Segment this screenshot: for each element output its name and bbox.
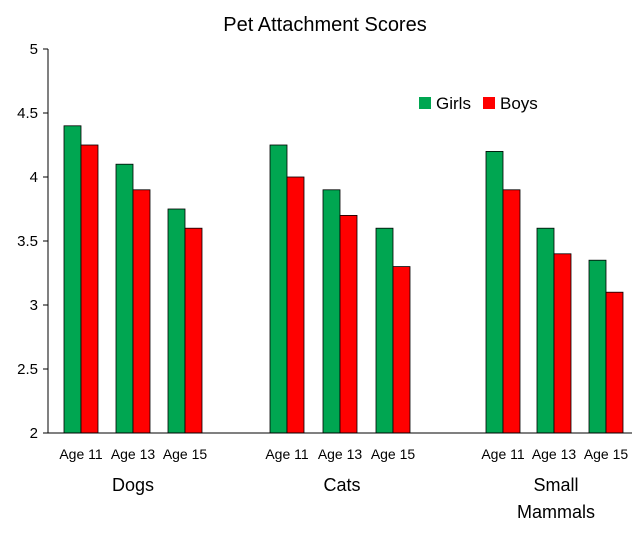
bar-girls-cats-age-11	[269, 144, 288, 434]
y-tick-label: 2	[30, 425, 38, 442]
bar-girls-small-mammals-age-11	[485, 150, 504, 434]
x-tick-label: Age 13	[318, 446, 363, 462]
x-tick-label: Age 15	[584, 446, 629, 462]
y-axis-ticks: 2 2.5 3 3.5 4 4.5 5	[17, 41, 48, 442]
y-tick-label: 4	[30, 169, 38, 186]
x-tick-label: Age 15	[371, 446, 416, 462]
bar-boys-small-mammals-age-13	[553, 253, 572, 434]
bar-boys-cats-age-15	[392, 266, 411, 434]
bar-girls-cats-age-15	[375, 227, 394, 434]
y-tick-label: 4.5	[17, 105, 38, 122]
x-tick-label: Age 11	[481, 446, 525, 462]
bar-girls-dogs-age-13	[115, 163, 134, 434]
group-label: Dogs	[112, 475, 154, 495]
x-tick-label: Age 13	[532, 446, 577, 462]
bar-boys-small-mammals-age-15	[605, 291, 624, 434]
group-label: Cats	[323, 475, 360, 495]
x-tick-label: Age 15	[163, 446, 208, 462]
bar-girls-small-mammals-age-15	[588, 259, 607, 434]
y-tick-label: 3.5	[17, 233, 38, 250]
group-label: Small	[533, 475, 578, 495]
bar-boys-cats-age-11	[286, 176, 305, 434]
legend-swatch-boys	[483, 97, 495, 109]
bar-boys-dogs-age-13	[132, 189, 151, 434]
bar-girls-small-mammals-age-13	[536, 227, 555, 434]
legend-label-girls: Girls	[436, 94, 471, 113]
x-axis-ticks: Age 11 Age 13 Age 15 Age 11 Age 13 Age 15 Age …	[59, 446, 628, 462]
legend-label-boys: Boys	[500, 94, 538, 113]
x-tick-label: Age 13	[111, 446, 156, 462]
y-tick-label: 2.5	[17, 361, 38, 378]
bar-girls-dogs-age-15	[167, 208, 186, 434]
group-label: Mammals	[517, 502, 595, 522]
bar-boys-dogs-age-11	[80, 144, 99, 434]
bar-boys-dogs-age-15	[184, 227, 203, 434]
bar-boys-cats-age-13	[339, 214, 358, 434]
legend-swatch-girls	[419, 97, 431, 109]
chart-title: Pet Attachment Scores	[223, 14, 426, 36]
y-tick-label: 3	[30, 297, 38, 314]
legend: Girls Boys	[419, 94, 538, 113]
group-labels: Dogs Cats Small Mammals	[112, 475, 595, 522]
bar-girls-dogs-age-11	[63, 125, 82, 434]
x-tick-label: Age 11	[265, 446, 309, 462]
bars	[48, 125, 632, 434]
y-tick-label: 5	[30, 41, 38, 58]
bar-boys-small-mammals-age-11	[502, 189, 521, 434]
x-tick-label: Age 11	[59, 446, 103, 462]
bar-girls-cats-age-13	[322, 189, 341, 434]
